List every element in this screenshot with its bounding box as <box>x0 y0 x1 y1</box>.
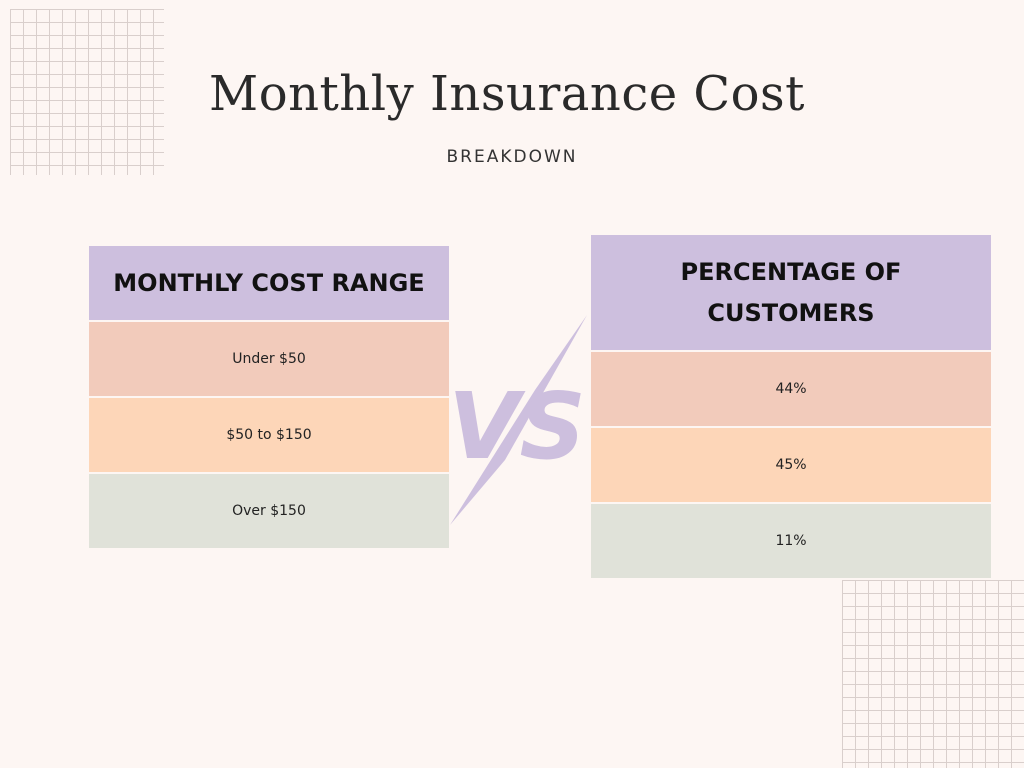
table-cell: 45% <box>591 428 991 502</box>
cost-range-column: MONTHLY COST RANGE Under $50 $50 to $150… <box>89 246 449 548</box>
table-cell: 11% <box>591 504 991 578</box>
table-cell: 44% <box>591 352 991 426</box>
page-subtitle: BREAKDOWN <box>446 147 578 167</box>
table-cell: $50 to $150 <box>89 398 449 472</box>
table-cell: Under $50 <box>89 322 449 396</box>
page-title: Monthly Insurance Cost <box>209 66 805 122</box>
decorative-grid-top-left <box>10 9 164 175</box>
column-header: MONTHLY COST RANGE <box>89 246 449 320</box>
percentage-column: PERCENTAGE OF CUSTOMERS 44% 45% 11% <box>591 235 991 578</box>
table-cell: Over $150 <box>89 474 449 548</box>
decorative-grid-bottom-right <box>842 580 1024 768</box>
column-header: PERCENTAGE OF CUSTOMERS <box>591 235 991 350</box>
vs-icon: VS <box>448 315 587 525</box>
vs-label: VS <box>448 373 585 480</box>
